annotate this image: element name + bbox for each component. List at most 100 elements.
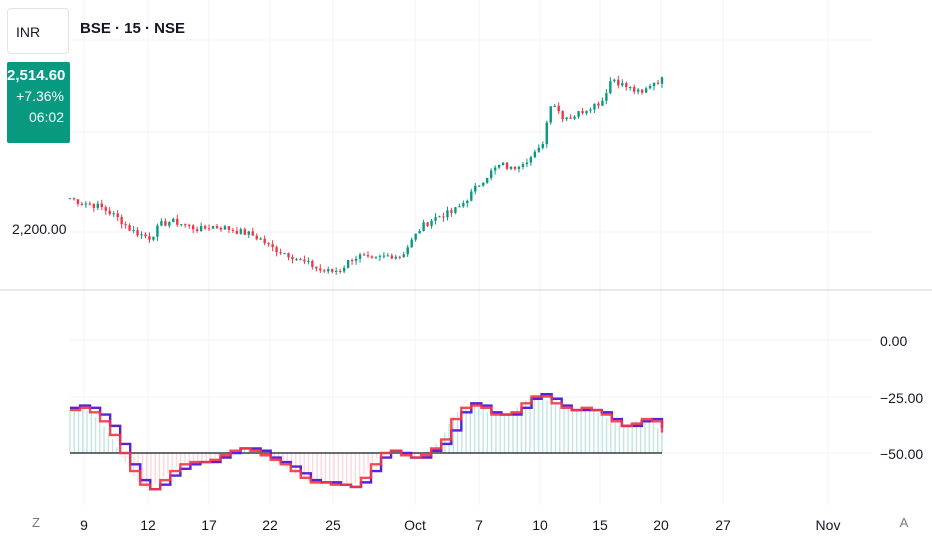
candle-body	[529, 157, 533, 163]
candle-body	[187, 224, 191, 226]
candle-body	[195, 229, 199, 232]
candle-body	[442, 216, 445, 218]
candle-body	[231, 229, 235, 231]
candle-body	[557, 105, 560, 112]
time-axis-label: 17	[201, 517, 217, 533]
candle-body	[295, 259, 298, 261]
candle-body	[136, 230, 139, 236]
candle-body	[255, 235, 258, 240]
candle-body	[493, 167, 497, 171]
candle-body	[283, 253, 286, 255]
candle-body	[450, 210, 453, 213]
candle-body	[414, 233, 417, 240]
candle-body	[84, 203, 88, 205]
candle-body	[660, 77, 664, 84]
candle-body	[263, 238, 266, 244]
candle-body	[605, 93, 608, 101]
candle-body	[116, 213, 119, 218]
candle-body	[482, 182, 485, 186]
candle-body	[72, 198, 76, 200]
candle-body	[545, 122, 548, 145]
candle-body	[243, 229, 247, 235]
time-axis-label: Oct	[404, 517, 426, 533]
candle-body	[96, 203, 100, 208]
candle-body	[271, 244, 274, 248]
candle-body	[585, 110, 588, 114]
candle-body	[148, 236, 151, 240]
candle-body	[346, 260, 350, 268]
candle-body	[259, 238, 262, 240]
candle-body	[203, 226, 207, 229]
osc-axis-label: −50.00	[880, 446, 924, 462]
candle-body	[350, 260, 354, 262]
candle-body	[597, 103, 600, 106]
candle-body	[386, 255, 390, 257]
candle-body	[199, 226, 203, 232]
candle-body	[247, 231, 250, 235]
candle-body	[108, 210, 111, 214]
candle-body	[466, 200, 469, 204]
candle-body	[505, 162, 509, 169]
candle-body	[446, 210, 449, 218]
candle-body	[517, 166, 521, 169]
time-axis-label: 27	[715, 517, 731, 533]
candle-body	[323, 270, 326, 272]
candle-body	[640, 89, 644, 93]
candle-body	[613, 79, 616, 82]
candle-body	[338, 271, 342, 273]
candle-body	[632, 87, 636, 92]
price-change: +7.36%	[16, 88, 64, 104]
candle-body	[132, 230, 135, 232]
candle-body	[307, 260, 310, 262]
candle-body	[509, 166, 513, 169]
candle-body	[410, 239, 413, 248]
candle-body	[327, 269, 330, 272]
candle-body	[652, 82, 656, 87]
candle-body	[331, 269, 334, 272]
time-axis-label: 25	[325, 517, 341, 533]
candle-body	[335, 271, 338, 273]
candle-body	[621, 83, 624, 86]
candle-body	[656, 82, 660, 84]
candle-body	[251, 231, 254, 236]
time-axis-label: Nov	[815, 517, 841, 533]
time-axis-label: 15	[592, 517, 608, 533]
candle-body	[140, 234, 143, 236]
candle-body	[601, 100, 604, 106]
candle-body	[501, 162, 505, 165]
candle-body	[172, 218, 175, 223]
oscillator-signal-line	[70, 395, 664, 491]
candle-body	[478, 185, 481, 187]
symbol-title[interactable]: BSE · 15 · NSE	[80, 20, 186, 37]
candle-body	[426, 222, 429, 226]
candle-body	[180, 224, 183, 226]
candle-body	[128, 225, 131, 231]
candle-body	[100, 203, 103, 208]
time-axis-label: 12	[140, 517, 156, 533]
currency-selector[interactable]: INR	[7, 8, 69, 54]
time-axis-label: 22	[262, 517, 278, 533]
candle-body	[358, 254, 362, 259]
candle-body	[565, 117, 568, 120]
candle-body	[319, 268, 322, 271]
candle-body	[275, 247, 278, 253]
candle-body	[279, 252, 282, 254]
candle-body	[609, 81, 612, 94]
osc-axis-label: −25.00	[880, 390, 924, 406]
candle-body	[219, 227, 223, 230]
candle-body	[418, 230, 421, 234]
candle-body	[239, 229, 243, 234]
candle-body	[644, 88, 648, 93]
candle-body	[374, 256, 378, 258]
candle-body	[366, 255, 370, 257]
candle-body	[589, 109, 592, 111]
auto-scale-button[interactable]: A	[899, 515, 909, 530]
candle-body	[267, 243, 270, 245]
zoom-button[interactable]: Z	[32, 515, 40, 530]
candle-body	[223, 226, 227, 230]
candle-body	[438, 216, 441, 218]
candle-body	[462, 203, 465, 207]
candle-body	[648, 86, 652, 89]
